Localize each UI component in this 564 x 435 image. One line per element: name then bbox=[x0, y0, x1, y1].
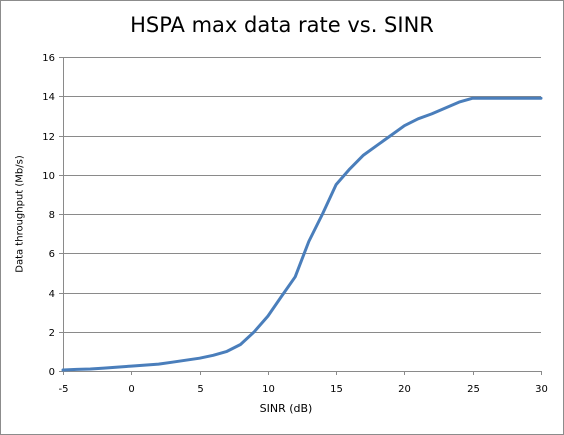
series-line bbox=[61, 96, 543, 372]
y-axis-label: Data throughput (Mb/s) bbox=[14, 155, 26, 273]
x-tick-label: 30 bbox=[535, 384, 548, 395]
x-axis-label: SINR (dB) bbox=[259, 402, 313, 415]
x-tick-label: 10 bbox=[262, 384, 275, 395]
y-tick-label: 14 bbox=[42, 92, 55, 103]
x-tick-label: 25 bbox=[467, 384, 480, 395]
y-tick-label: 16 bbox=[42, 53, 55, 64]
y-tick-label: 10 bbox=[42, 171, 55, 182]
chart-title: HSPA max data rate vs. SINR bbox=[130, 13, 434, 37]
x-tick-label: 15 bbox=[330, 384, 343, 395]
y-tick-label: 6 bbox=[49, 249, 55, 260]
y-tick-label: 12 bbox=[42, 132, 55, 143]
y-tick-label: 8 bbox=[49, 210, 55, 221]
x-tick-label: 0 bbox=[128, 384, 134, 395]
y-tick-label: 0 bbox=[49, 367, 55, 378]
x-tick-label: 20 bbox=[398, 384, 411, 395]
y-tick-label: 2 bbox=[49, 328, 55, 339]
y-tick-label: 4 bbox=[49, 289, 55, 300]
x-tick-label: 5 bbox=[197, 384, 203, 395]
x-tick-label: -5 bbox=[59, 384, 69, 395]
